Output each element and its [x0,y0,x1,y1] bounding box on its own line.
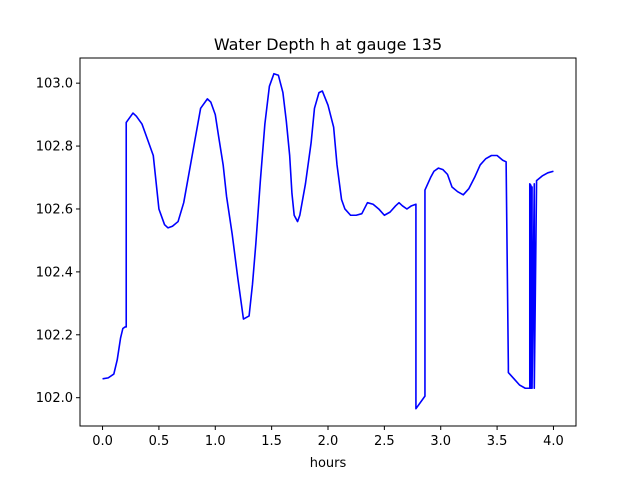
plot-layer [102,72,554,410]
y-tick-label: 102.4 [36,265,73,280]
x-tick-label: 3.0 [430,434,451,449]
y-tick-label: 102.2 [36,328,73,343]
x-axis-label: hours [310,456,347,471]
y-tick-label: 102.0 [36,391,73,406]
x-tick-label: 2.5 [374,434,395,449]
chart-title: Water Depth h at gauge 135 [214,35,442,54]
y-tick-label: 102.8 [36,140,73,155]
x-tick-label: 0.0 [92,434,113,449]
series-line-0 [102,72,554,410]
x-tick-label: 3.5 [487,434,508,449]
y-axis: 102.0 102.2 102.4 102.6 102.8 103.0 [36,77,80,406]
x-tick-label: 1.0 [205,434,226,449]
x-tick-label: 1.5 [261,434,282,449]
y-tick-label: 103.0 [36,77,73,92]
y-tick-label: 102.6 [36,202,73,217]
x-tick-label: 2.0 [318,434,339,449]
x-axis: 0.0 0.5 1.0 1.5 2.0 2.5 3.0 3.5 4.0 [92,426,564,449]
x-tick-label: 0.5 [149,434,170,449]
x-tick-label: 4.0 [543,434,564,449]
